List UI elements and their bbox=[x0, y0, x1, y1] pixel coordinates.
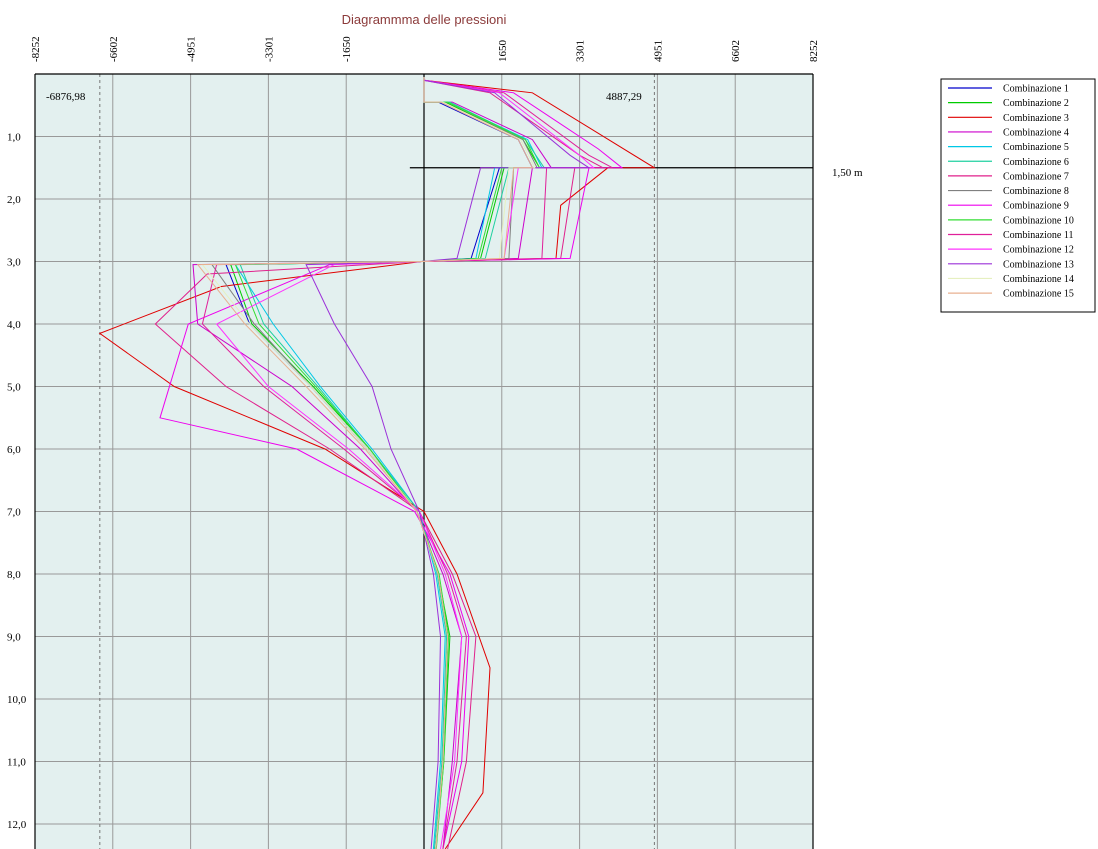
x-tick-label: 8252 bbox=[808, 40, 820, 62]
x-tick-label: -4951 bbox=[186, 36, 198, 62]
chart-title: Diagrammma delle pressioni bbox=[342, 12, 507, 27]
legend-label: Combinazione 9 bbox=[1003, 201, 1069, 212]
max-value-label: 4887,29 bbox=[606, 91, 642, 103]
legend-label: Combinazione 13 bbox=[1003, 259, 1074, 270]
legend-label: Combinazione 10 bbox=[1003, 215, 1074, 226]
min-value-label: -6876,98 bbox=[46, 91, 86, 103]
x-tick-label: 4951 bbox=[652, 40, 664, 62]
legend: Combinazione 1 Combinazione 2 Combinazione… bbox=[940, 78, 1096, 313]
y-tick-label: 5,0 bbox=[7, 382, 21, 394]
x-tick-label: 6602 bbox=[730, 40, 742, 62]
series-lines bbox=[98, 77, 657, 849]
legend-label: Combinazione 1 bbox=[1003, 84, 1069, 95]
x-tick-label: 3301 bbox=[575, 40, 587, 62]
series-line-combinazione-4 bbox=[192, 77, 553, 849]
legend-label: Combinazione 12 bbox=[1003, 245, 1074, 256]
legend-label: Combinazione 4 bbox=[1003, 127, 1069, 138]
series-line-combinazione-3 bbox=[98, 77, 657, 849]
y-tick-label: 8,0 bbox=[7, 569, 21, 581]
series-line-combinazione-13 bbox=[305, 77, 591, 849]
series-line-combinazione-9 bbox=[159, 77, 624, 849]
series-line-combinazione-7 bbox=[154, 77, 604, 849]
legend-label: Combinazione 11 bbox=[1003, 230, 1073, 241]
x-tick-label: -8252 bbox=[30, 36, 42, 62]
y-tick-label: 11,0 bbox=[7, 757, 26, 769]
series-line-combinazione-15 bbox=[196, 77, 534, 849]
legend-label: Combinazione 2 bbox=[1003, 98, 1069, 109]
x-tick-labels: -8252 -6602 -4951 -3301 -1650 1650 3301 4951 660… bbox=[30, 36, 820, 62]
y-tick-label: 4,0 bbox=[7, 319, 21, 331]
legend-label: Combinazione 15 bbox=[1003, 289, 1074, 300]
y-tick-label: 7,0 bbox=[7, 507, 21, 519]
x-tick-label: 1650 bbox=[497, 40, 509, 63]
y-tick-label: 3,0 bbox=[7, 257, 21, 269]
y-tick-label: 10,0 bbox=[7, 694, 27, 706]
y-tick-label: 6,0 bbox=[7, 444, 21, 456]
y-tick-labels: 1,0 2,0 3,0 4,0 5,0 6,0 7,0 8,0 9,0 10,0 11,0 12,0 bbox=[7, 132, 27, 832]
legend-label: Combinazione 8 bbox=[1003, 186, 1069, 197]
legend-label: Combinazione 3 bbox=[1003, 113, 1069, 124]
x-tick-label: -6602 bbox=[108, 36, 120, 62]
y-tick-label: 2,0 bbox=[7, 194, 21, 206]
annotations: -6876,98 4887,29 1,50 m bbox=[46, 91, 863, 179]
x-tick-label: -1650 bbox=[341, 36, 353, 62]
y-tick-label: 9,0 bbox=[7, 632, 21, 644]
y-tick-label: 1,0 bbox=[7, 132, 21, 144]
legend-label: Combinazione 14 bbox=[1003, 274, 1074, 285]
series-line-combinazione-12 bbox=[215, 77, 596, 849]
x-tick-label: -3301 bbox=[263, 36, 275, 62]
legend-label: Combinazione 5 bbox=[1003, 142, 1069, 153]
y-tick-label: 12,0 bbox=[7, 819, 27, 831]
level-label: 1,50 m bbox=[832, 167, 863, 179]
legend-label: Combinazione 7 bbox=[1003, 171, 1069, 182]
legend-label: Combinazione 6 bbox=[1003, 157, 1069, 168]
